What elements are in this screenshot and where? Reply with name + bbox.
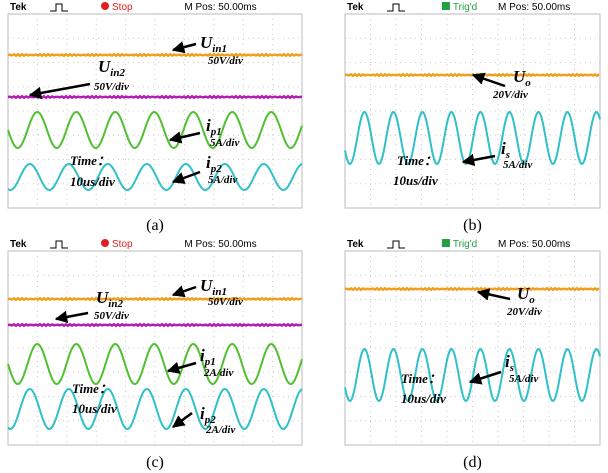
time-scale: 10us/div: [401, 391, 446, 406]
screen-border: [8, 14, 302, 208]
scale: 5A/div: [208, 174, 237, 186]
signal-sub: o: [529, 294, 535, 306]
figure: TekStopM Pos: 50.00msUin150V/divUin250V/…: [0, 0, 608, 473]
screen: [345, 14, 600, 208]
time-label: Time：: [401, 371, 441, 386]
waveform: [8, 324, 302, 326]
scale: 50V/div: [208, 296, 243, 308]
status: Stop: [112, 239, 133, 250]
screen-border: [345, 14, 600, 208]
scale: 5A/div: [503, 159, 532, 171]
scale: 2A/div: [205, 424, 235, 436]
scale: 20V/div: [506, 306, 542, 318]
signal-main: U: [200, 276, 213, 295]
waveform: [8, 96, 302, 98]
scale: 50V/div: [94, 81, 129, 93]
trigger-icon: [50, 241, 68, 248]
time-scale: 10us/div: [393, 173, 438, 188]
brand: Tek: [10, 239, 27, 250]
signal-sub: o: [525, 77, 531, 89]
brand: Tek: [10, 2, 27, 13]
scale: 20V/div: [492, 89, 528, 101]
waveform: [345, 288, 599, 290]
mpos: M Pos: 50.00ms: [184, 2, 256, 13]
caption: (d): [463, 454, 482, 471]
brand: Tek: [347, 239, 364, 250]
signal-main: U: [98, 57, 111, 76]
signal-main: U: [513, 67, 526, 86]
status: Trig'd: [453, 239, 477, 250]
signal-main: U: [200, 33, 213, 52]
waveform: [345, 74, 599, 76]
scale: 50V/div: [94, 310, 129, 322]
caption: (c): [146, 454, 164, 471]
scale: 50V/div: [208, 55, 243, 67]
waveform: [8, 298, 302, 300]
mpos: M Pos: 50.00ms: [184, 239, 256, 250]
scale: 5A/div: [509, 373, 538, 385]
screen: [345, 251, 600, 445]
trig-icon: [442, 239, 450, 247]
waveform: [8, 54, 302, 56]
time-label: Time：: [397, 153, 437, 168]
signal-sub: in2: [108, 298, 123, 310]
trig-icon: [442, 2, 450, 10]
stop-icon: [101, 239, 109, 247]
screen: [8, 14, 302, 208]
caption: (a): [146, 217, 164, 234]
time-label: Time：: [70, 153, 110, 168]
signal-main: U: [96, 288, 109, 307]
screen-border: [345, 251, 600, 445]
trigger-icon: [50, 4, 68, 11]
time-scale: 10us/div: [70, 174, 115, 189]
screen-border: [8, 251, 302, 445]
mpos: M Pos: 50.00ms: [498, 2, 570, 13]
stop-icon: [101, 2, 109, 10]
status: Trig'd: [453, 2, 477, 13]
signal-sub: in1: [212, 43, 227, 55]
screen: [8, 251, 302, 445]
time-scale: 10us/div: [72, 401, 117, 416]
status: Stop: [112, 2, 133, 13]
caption: (b): [463, 217, 482, 234]
scale: 2A/div: [203, 367, 233, 379]
mpos: M Pos: 50.00ms: [498, 239, 570, 250]
trigger-icon: [387, 241, 405, 248]
time-label: Time：: [72, 381, 112, 396]
signal-sub: in2: [110, 67, 125, 79]
scale: 5A/div: [210, 137, 239, 149]
trigger-icon: [387, 4, 405, 11]
signal-main: U: [517, 284, 530, 303]
brand: Tek: [347, 2, 364, 13]
